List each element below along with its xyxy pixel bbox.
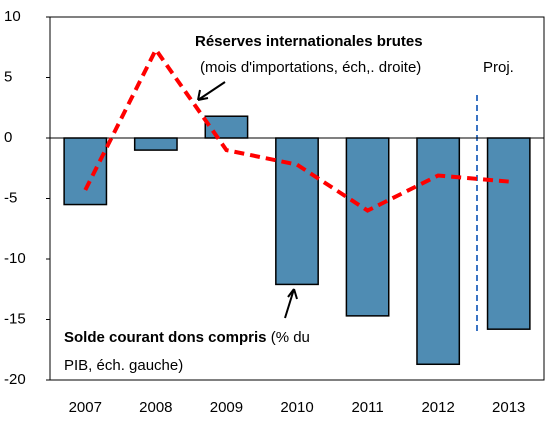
bar: [416, 137, 461, 366]
bar: [204, 115, 249, 139]
arrow: [284, 288, 298, 319]
y-tick-label: -15: [4, 310, 26, 327]
annotation-solde: Solde courant dons compris (% du: [64, 329, 310, 346]
x-tick-label: 2008: [139, 399, 172, 416]
arrow: [197, 81, 226, 101]
annotation-sub: (% du: [267, 329, 310, 346]
annotation-title: Réserves internationales brutes: [195, 33, 423, 50]
annotation-title: Solde courant dons compris: [64, 329, 267, 346]
proj-label: Proj.: [483, 59, 514, 76]
y-tick-label: 10: [4, 8, 21, 25]
y-tick-label: -20: [4, 371, 26, 388]
y-tick-label: -5: [4, 189, 17, 206]
line: [83, 45, 509, 213]
x-tick-label: 2011: [351, 399, 383, 416]
x-tick-label: 2009: [210, 399, 243, 416]
bar: [486, 137, 531, 330]
y-tick-label: 5: [4, 68, 12, 85]
bar: [63, 137, 108, 206]
marks: [50, 45, 544, 366]
x-tick-label: 2010: [280, 399, 313, 416]
annotation-sub: (mois d'importations, éch,. droite): [200, 59, 421, 76]
x-tick-label: 2013: [492, 399, 525, 416]
y-tick-label: 0: [4, 129, 12, 146]
x-tick-label: 2007: [69, 399, 102, 416]
x-tick-label: 2012: [421, 399, 454, 416]
y-tick-label: -10: [4, 250, 26, 267]
bar: [345, 137, 390, 317]
annotation-sub: PIB, éch. gauche): [64, 357, 183, 374]
bar: [133, 137, 178, 151]
